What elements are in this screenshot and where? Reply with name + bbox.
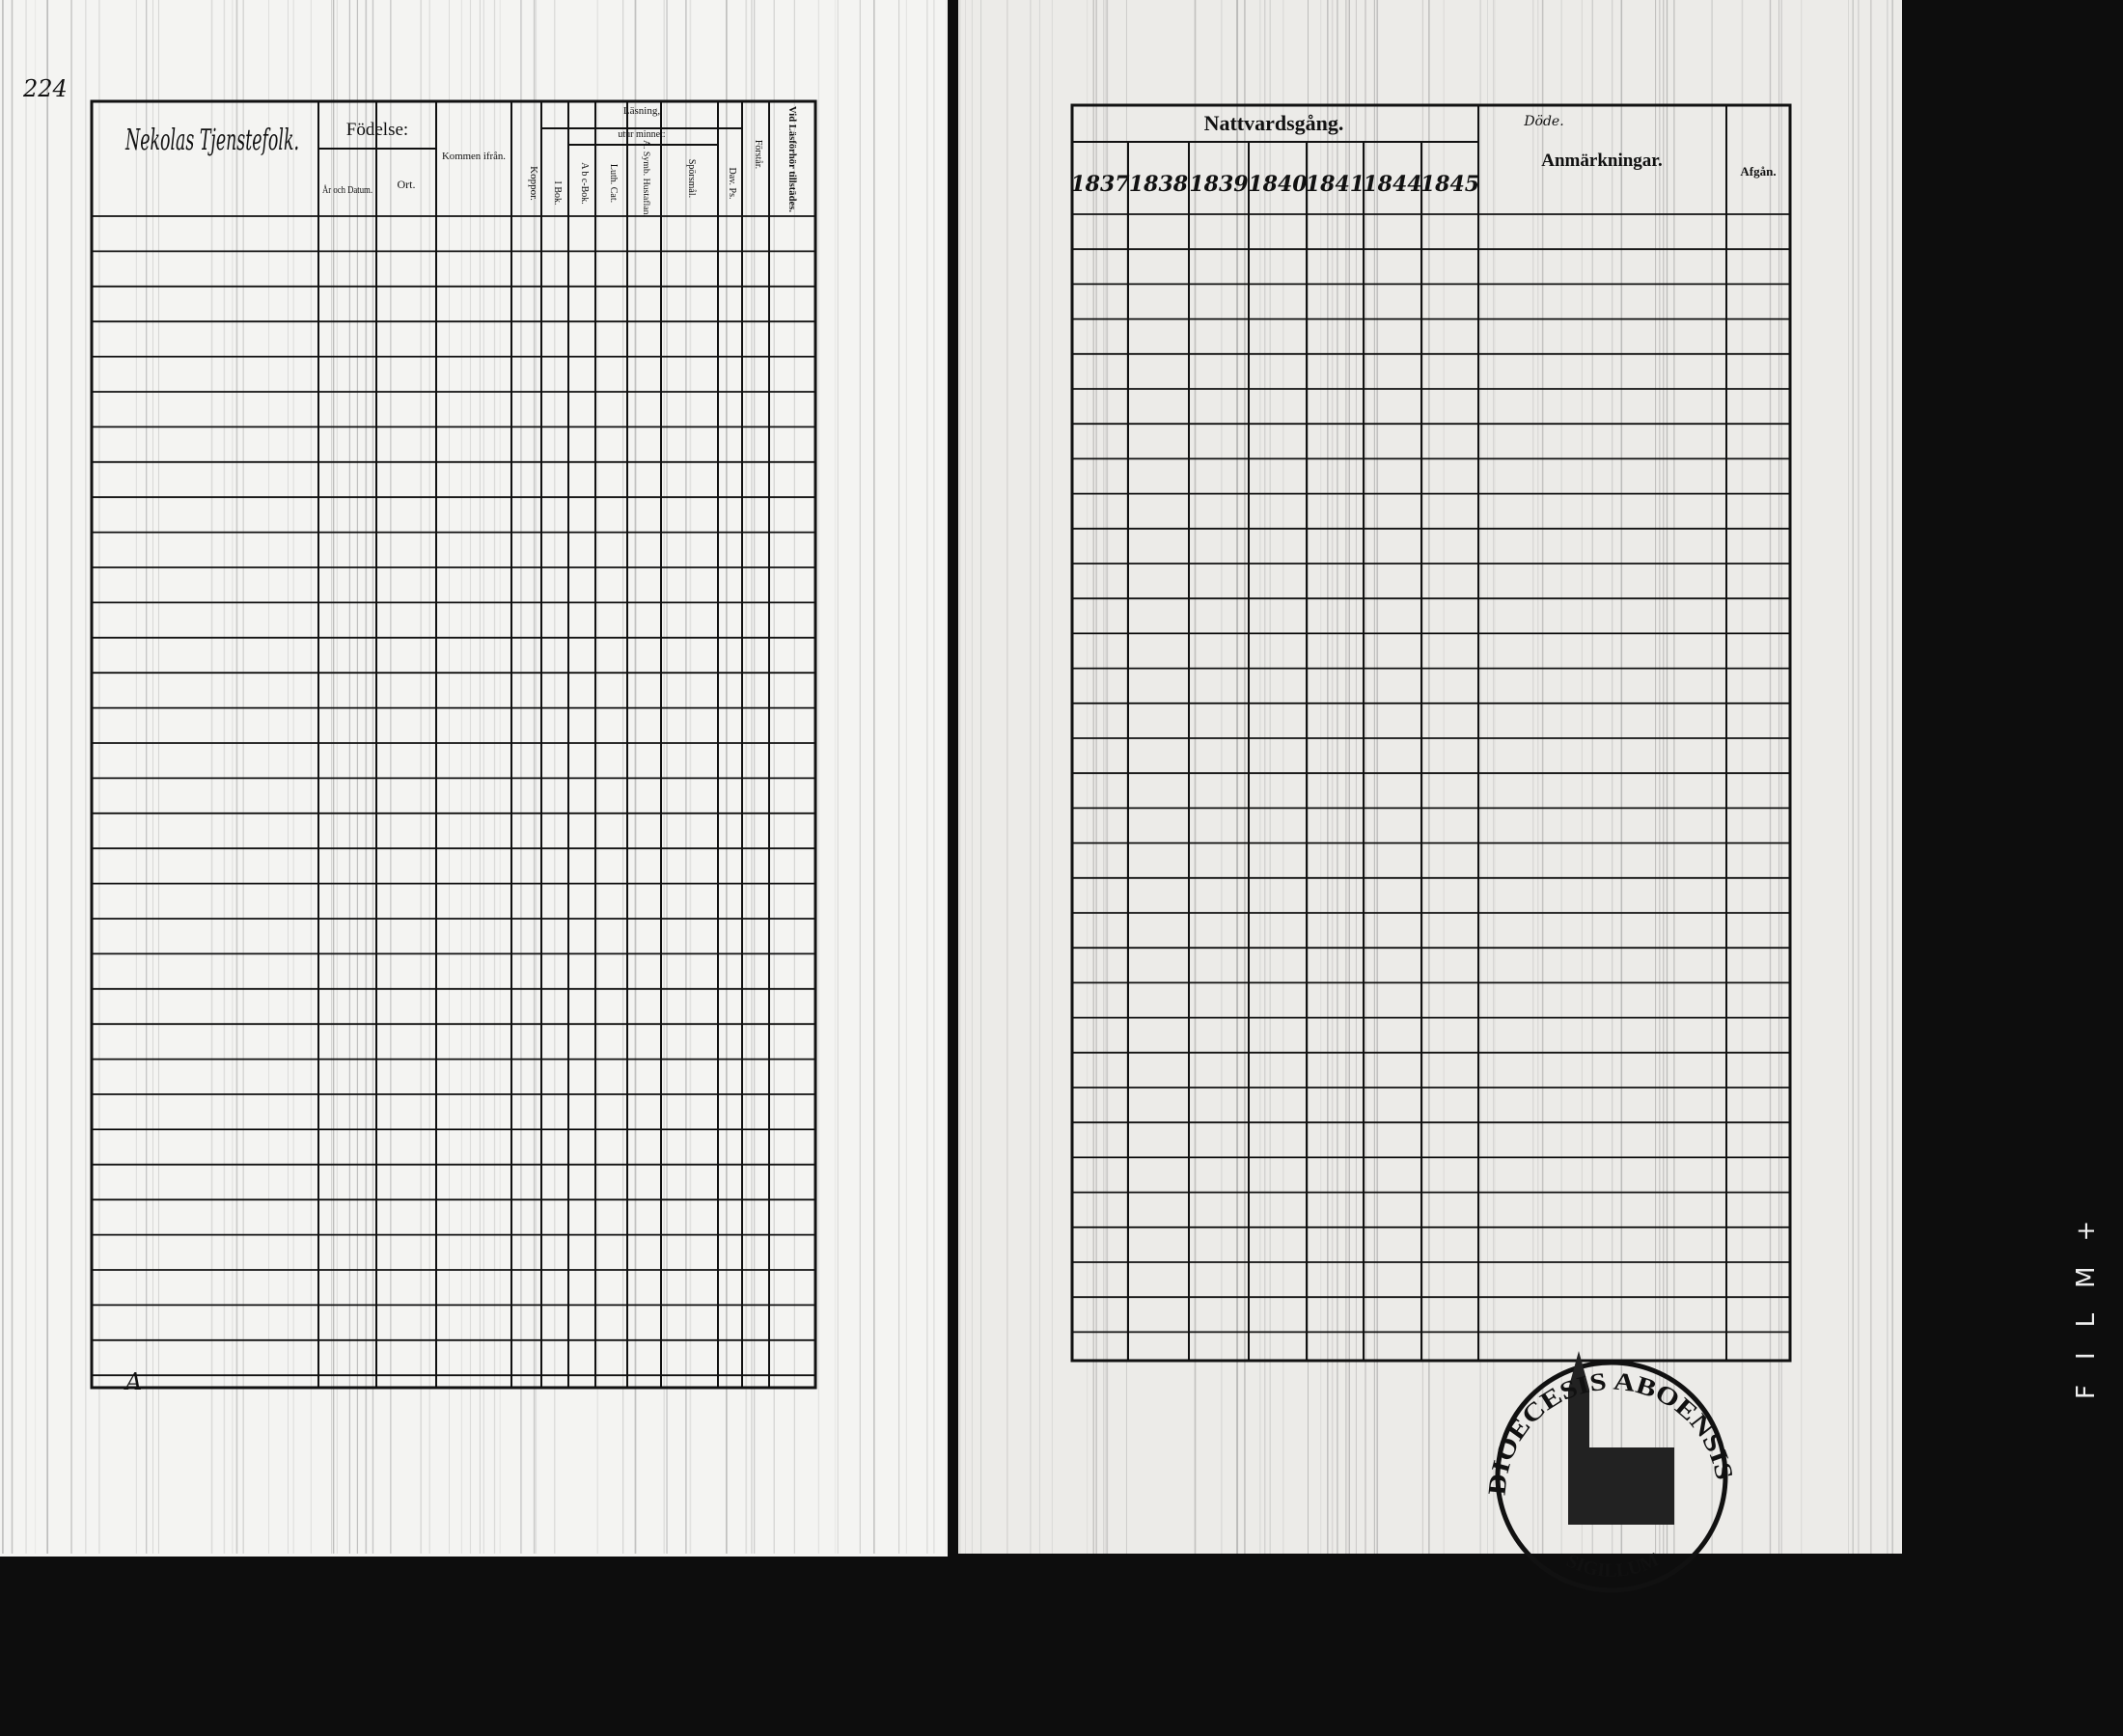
column-header: Vid Läsförhör tillstädes.	[786, 106, 798, 212]
heading: Nekolas Tjenstefolk.	[124, 124, 299, 157]
column-header: I Bok.	[552, 181, 563, 206]
year-header: 1840	[1248, 172, 1308, 197]
left-table	[90, 99, 817, 1390]
right-table	[1070, 103, 1792, 1363]
column-header: Afgån.	[1740, 164, 1776, 179]
column-header: Kommen ifrån.	[442, 151, 506, 162]
column-header: Koppor.	[528, 166, 539, 201]
column-header: Dav. Ps.	[727, 168, 737, 200]
column-header: utur minnet:	[618, 129, 665, 140]
column-header: Spörsmål.	[686, 159, 697, 198]
column-header: Läsning,	[623, 105, 660, 117]
column-header: A b c-Bok.	[579, 162, 590, 205]
column-header: År och Datum.	[322, 184, 372, 196]
column-header: Ort.	[398, 178, 416, 191]
page-number: 224	[22, 75, 68, 102]
year-header: 1845	[1420, 172, 1479, 197]
column-header: Nattvardsgång.	[1204, 111, 1344, 135]
stamp-spire	[1568, 1351, 1589, 1390]
table-frame	[90, 99, 817, 1390]
right-page	[958, 0, 1902, 1554]
stamp-ring	[1495, 1360, 1728, 1593]
film-label: FILM+	[2072, 1196, 2101, 1399]
column-header: Luth. Cat.	[608, 164, 619, 203]
year-header: 1841	[1306, 172, 1365, 197]
year-header: 1838	[1129, 172, 1188, 197]
year-header: 1839	[1189, 172, 1248, 197]
scan-streaks	[2, 0, 1893, 1554]
corner-mark: A	[124, 1368, 142, 1395]
year-header: 1844	[1363, 172, 1421, 197]
stamp-church	[1583, 1447, 1674, 1525]
column-header: Födelse:	[346, 120, 408, 140]
stamp-tower	[1568, 1390, 1589, 1525]
column-header: Anmärkningar.	[1541, 151, 1662, 171]
column-header: A. Symb. Hustaflan.	[642, 140, 651, 217]
table-frame	[1070, 103, 1792, 1363]
column-header: Förstår.	[753, 140, 763, 169]
column-header: Döde.	[1523, 114, 1563, 129]
year-header: 1837	[1070, 172, 1130, 197]
